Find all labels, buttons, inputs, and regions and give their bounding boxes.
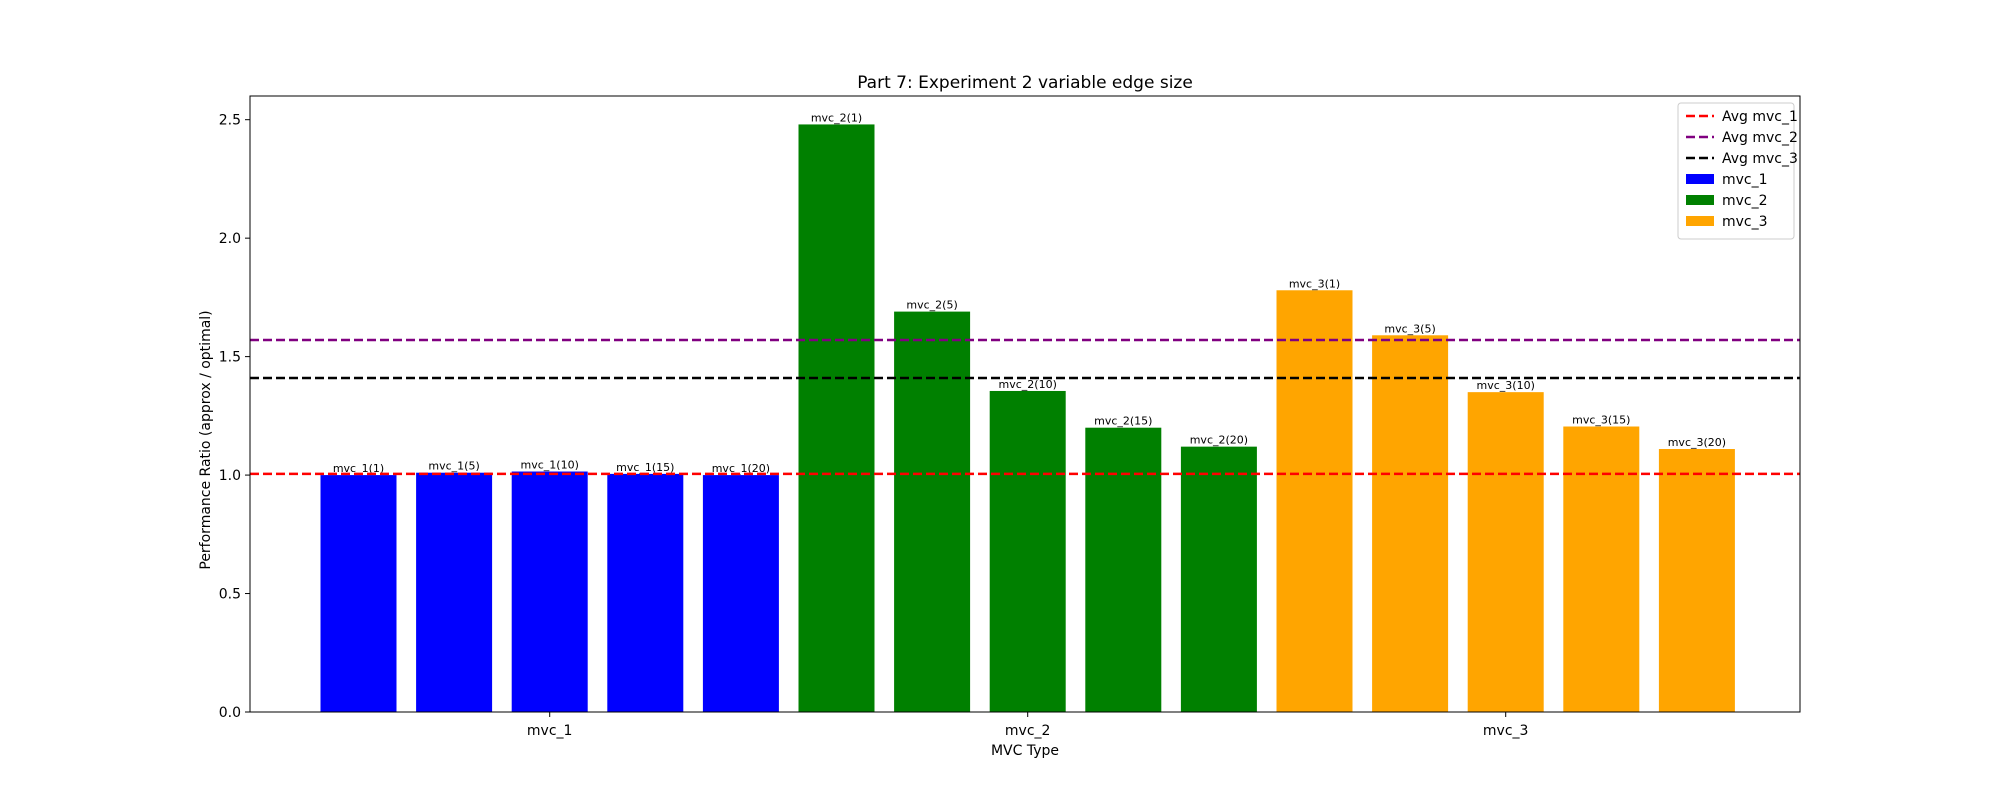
bar-data-label: mvc_2(5): [906, 299, 957, 312]
bar-data-label: mvc_2(10): [999, 378, 1057, 391]
bar: [607, 473, 684, 712]
bar-data-label: mvc_2(15): [1094, 415, 1152, 428]
bar-data-label: mvc_3(10): [1477, 379, 1535, 392]
legend-entry-label: mvc_2: [1722, 193, 1768, 209]
bar-data-label: mvc_3(15): [1572, 414, 1630, 427]
bar-data-label: mvc_1(1): [333, 462, 384, 475]
bar: [989, 390, 1066, 712]
bar: [1180, 446, 1257, 712]
legend-entry-label: mvc_1: [1722, 172, 1768, 188]
average-lines-layer: [250, 338, 1800, 476]
legend-color-swatch: [1686, 195, 1714, 205]
y-tick-label: 2.0: [219, 231, 241, 247]
bars-layer: mvc_1(1) mvc_1(5) mvc_1(10) mvc_1(15) mvc_1(…: [320, 111, 1735, 712]
bar-data-label: mvc_1(10): [521, 459, 579, 472]
bar-data-label: mvc_1(5): [428, 460, 479, 473]
y-axis-label: Performance Ratio (approx / optimal): [198, 310, 214, 569]
y-tick-label: 0.5: [219, 587, 241, 603]
x-tick-label: mvc_2: [1005, 723, 1051, 739]
plot-area-frame: [249, 95, 1801, 713]
bar: [1372, 335, 1449, 712]
bar: [320, 475, 397, 712]
bar-data-label: mvc_1(15): [616, 461, 674, 474]
legend-entry-label: Avg mvc_3: [1722, 151, 1798, 167]
bar-data-label: mvc_3(20): [1668, 436, 1726, 449]
legend-color-swatch: [1686, 216, 1714, 226]
x-axis: mvc_1 mvc_2 mvc_3: [527, 712, 1529, 739]
legend-entry-label: mvc_3: [1722, 214, 1768, 230]
x-axis-label: MVC Type: [991, 743, 1059, 759]
x-tick-label: mvc_1: [527, 723, 573, 739]
bar: [702, 475, 779, 712]
bar-data-label: mvc_3(1): [1289, 277, 1340, 290]
bar: [894, 311, 971, 712]
chart-title: Part 7: Experiment 2 variable edge size: [857, 73, 1193, 93]
bar: [798, 124, 875, 712]
y-tick-label: 1.5: [219, 350, 241, 366]
legend-entry-label: Avg mvc_2: [1722, 130, 1798, 146]
bar-data-label: mvc_2(1): [811, 111, 862, 124]
bar-data-label: mvc_1(20): [712, 462, 770, 475]
bar: [1276, 290, 1353, 712]
x-tick-label: mvc_3: [1483, 723, 1529, 739]
bar: [511, 471, 588, 712]
legend-entry-label: Avg mvc_1: [1722, 109, 1798, 125]
legend: Avg mvc_1 Avg mvc_2 Avg mvc_3 mvc_1 mvc_2mvc…: [1677, 102, 1798, 240]
legend-color-swatch: [1686, 174, 1714, 184]
y-tick-label: 1.0: [219, 468, 241, 484]
y-tick-label: 2.5: [219, 113, 241, 129]
bar: [1563, 426, 1640, 712]
y-axis: 0.0 0.5 1.0 1.5 2.0 2.5: [219, 113, 250, 721]
y-tick-label: 0.0: [219, 705, 241, 721]
bar: [1658, 449, 1735, 712]
bar-data-label: mvc_2(20): [1190, 434, 1248, 447]
bar-data-label: mvc_3(5): [1384, 322, 1435, 335]
bar: [1085, 427, 1162, 712]
bar: [1467, 392, 1544, 712]
bar: [416, 472, 493, 712]
